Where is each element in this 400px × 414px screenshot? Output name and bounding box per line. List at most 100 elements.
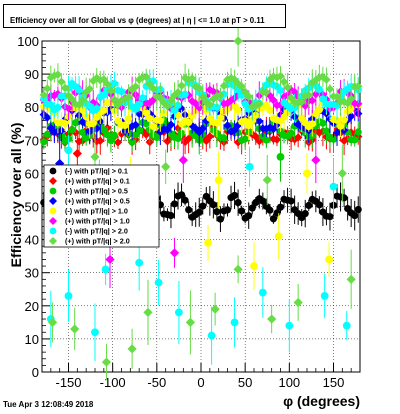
data-point (74, 137, 84, 146)
data-point (223, 99, 232, 108)
data-point (283, 83, 292, 92)
data-point (54, 103, 62, 111)
x-tick-label: -150 (55, 375, 81, 390)
data-point (351, 212, 359, 220)
data-point (255, 99, 264, 109)
data-point (262, 101, 270, 109)
outlier-point (311, 155, 321, 165)
data-point (329, 135, 338, 143)
data-point (198, 124, 207, 133)
data-point (305, 201, 313, 210)
data-point (174, 101, 182, 109)
data-point (177, 191, 186, 199)
data-point (167, 211, 175, 220)
data-point (272, 135, 282, 144)
data-point (132, 105, 140, 113)
y-tick-label: 30 (25, 266, 39, 281)
data-point (315, 106, 323, 114)
data-point (205, 132, 215, 141)
data-point (241, 135, 249, 143)
outlier-point (204, 239, 212, 247)
data-point (156, 93, 165, 103)
outlier-point (154, 278, 163, 287)
data-point (188, 112, 196, 120)
outlier-point (143, 307, 153, 318)
data-point (213, 119, 221, 127)
data-point (325, 84, 335, 94)
outlier-point (185, 317, 195, 327)
data-point (85, 84, 94, 94)
data-point (255, 116, 264, 126)
data-point (332, 128, 342, 137)
data-point (43, 113, 52, 122)
data-point (280, 113, 288, 121)
outlier-point (178, 155, 188, 165)
data-point (153, 133, 161, 142)
data-point (219, 81, 229, 91)
data-point (107, 136, 115, 144)
data-point (266, 106, 274, 114)
data-point (187, 74, 197, 83)
data-point (195, 128, 204, 137)
legend-marker (49, 227, 57, 235)
data-point (287, 197, 295, 205)
legend-marker (49, 237, 57, 245)
outlier-point (262, 175, 272, 185)
legend-label: (+) with pT/|q| > 1.0 (65, 217, 130, 226)
outlier-point (346, 274, 356, 284)
data-point (304, 90, 313, 100)
data-point (50, 71, 59, 80)
data-point (142, 109, 150, 117)
data-point (46, 123, 56, 133)
legend-label: (+) with pT/|q| > 0.5 (65, 197, 130, 206)
data-point (209, 87, 218, 96)
y-tick-label: 70 (25, 133, 39, 148)
data-point (79, 128, 87, 137)
data-point (156, 117, 164, 125)
data-point (234, 199, 242, 207)
data-point (96, 136, 105, 145)
outlier-point (105, 254, 115, 265)
x-tick-label: -50 (147, 375, 166, 390)
outlier-point (135, 258, 144, 267)
data-point (121, 121, 129, 130)
outlier-point (233, 264, 243, 274)
data-point (131, 120, 140, 130)
data-point (43, 84, 52, 93)
data-point (79, 106, 87, 114)
data-point (209, 94, 218, 104)
data-point (276, 71, 285, 81)
y-tick-label: 60 (25, 166, 39, 181)
data-point (68, 126, 76, 134)
data-point (322, 75, 331, 84)
timestamp: Tue Apr 3 12:08:49 2018 (3, 400, 94, 409)
data-point (216, 215, 225, 223)
data-point (213, 103, 221, 111)
chart-title: Efficiency over all for Global vs φ (deg… (10, 16, 265, 25)
outlier-point (48, 317, 58, 327)
data-point (262, 136, 270, 144)
data-point (113, 138, 123, 147)
x-tick-label: 150 (323, 375, 345, 390)
data-point (173, 88, 183, 97)
outlier-point (230, 318, 239, 327)
data-point (322, 127, 331, 135)
data-point (128, 138, 136, 146)
data-point (146, 115, 154, 123)
data-point (212, 91, 222, 101)
x-axis-ticks: -150 -100 -50 0 50 100 150 (50, 363, 352, 390)
outlier-point (258, 288, 267, 297)
data-point (174, 134, 182, 143)
data-point (293, 133, 303, 142)
data-point (100, 91, 108, 99)
y-tick-label: 40 (25, 233, 39, 248)
data-point (205, 100, 215, 109)
data-point (340, 194, 348, 202)
y-tick-label: 20 (25, 299, 39, 314)
data-point (195, 103, 204, 112)
data-point (184, 75, 193, 84)
data-point (245, 212, 253, 220)
data-point (223, 206, 232, 214)
outlier-point (267, 314, 277, 324)
